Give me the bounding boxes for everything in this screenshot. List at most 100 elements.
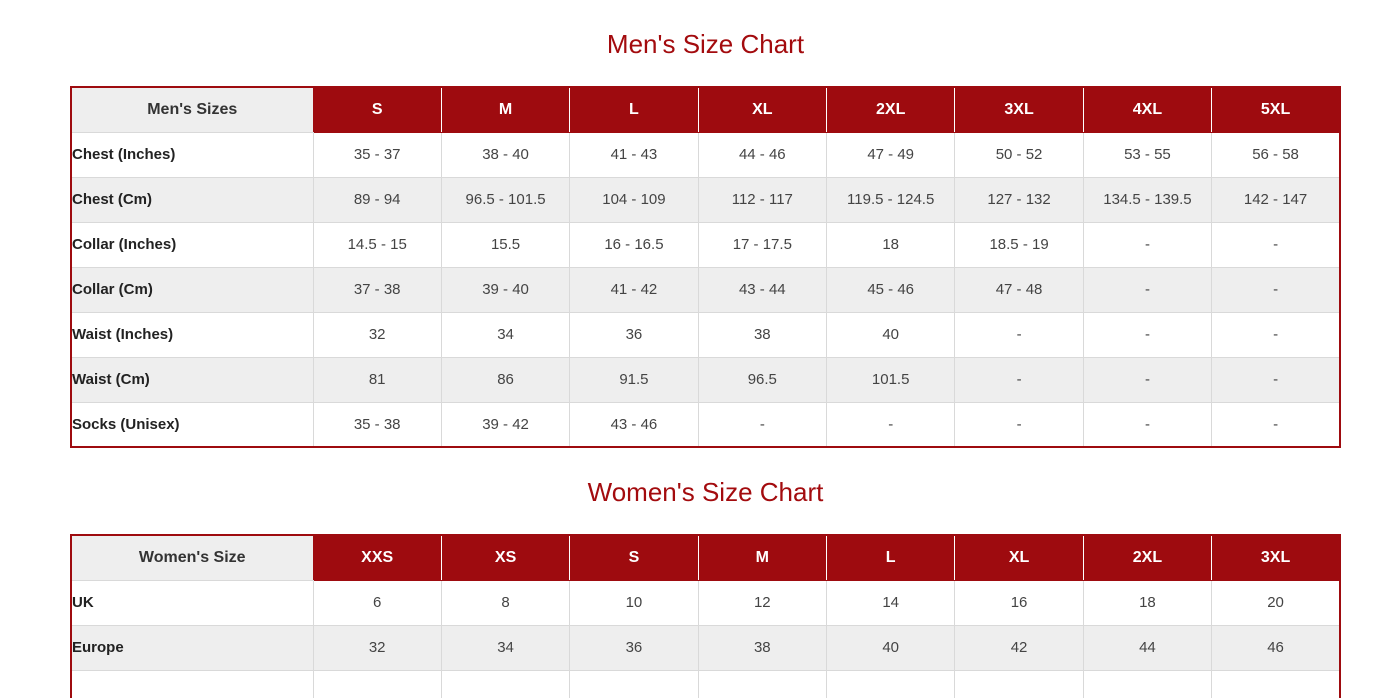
table-row: Collar (Cm) 37 - 38 39 - 40 41 - 42 43 - 44 4… xyxy=(70,266,1341,313)
size-value-cell: 41 - 43 xyxy=(569,131,699,178)
size-column-header: L xyxy=(569,86,699,133)
size-value-cell: 40 xyxy=(825,624,956,671)
size-value-cell: 43 - 44 xyxy=(697,266,828,313)
size-value-cell: 16 - 16.5 xyxy=(569,221,699,268)
size-value-cell: 142 - 147 xyxy=(1211,176,1341,223)
row-label-cell: UK xyxy=(70,579,314,626)
size-column-header: XL xyxy=(954,534,1084,581)
womens-chart-title: Women's Size Chart xyxy=(587,477,824,507)
size-value-cell: - xyxy=(1082,401,1213,448)
size-value-cell: 35 - 38 xyxy=(312,401,442,448)
row-label-cell: Chest (Inches) xyxy=(70,131,314,178)
size-value-cell: 38 xyxy=(697,311,828,358)
size-value-cell: 37 - 38 xyxy=(312,266,442,313)
corner-header-cell: Women's Size xyxy=(70,534,314,581)
size-value-cell: 32 xyxy=(312,624,442,671)
size-value-cell xyxy=(440,669,571,698)
mens-chart-title: Men's Size Chart xyxy=(606,29,805,59)
size-value-cell: 20 xyxy=(1211,579,1341,626)
size-value-cell: 14.5 - 15 xyxy=(312,221,442,268)
size-value-cell xyxy=(825,669,956,698)
size-value-cell: 56 - 58 xyxy=(1211,131,1341,178)
size-value-cell: 104 - 109 xyxy=(569,176,699,223)
size-value-cell: 18 xyxy=(1082,579,1213,626)
table-row: Europe 32 34 36 38 40 42 44 46 xyxy=(70,624,1341,671)
corner-header-cell: Men's Sizes xyxy=(70,86,314,133)
size-value-cell: 44 - 46 xyxy=(697,131,828,178)
size-value-cell: 10 xyxy=(569,579,699,626)
size-value-cell: 16 xyxy=(954,579,1084,626)
size-value-cell xyxy=(697,669,828,698)
row-label-cell: Waist (Cm) xyxy=(70,356,314,403)
size-value-cell: 119.5 - 124.5 xyxy=(825,176,956,223)
size-value-cell: - xyxy=(1211,401,1341,448)
womens-size-table: Women's Size XXS XS S M L XL 2XL 3XL UK 6 8 10 12 14 16… xyxy=(70,534,1341,698)
size-value-cell: 86 xyxy=(440,356,571,403)
size-value-cell: 47 - 48 xyxy=(954,266,1084,313)
row-label-cell: Socks (Unisex) xyxy=(70,401,314,448)
header-row: Women's Size XXS XS S M L XL 2XL 3XL xyxy=(70,534,1341,581)
size-value-cell: - xyxy=(1082,266,1213,313)
size-value-cell: - xyxy=(1211,266,1341,313)
table-row: UK 6 8 10 12 14 16 18 20 xyxy=(70,579,1341,626)
size-value-cell: 47 - 49 xyxy=(825,131,956,178)
size-value-cell: 101.5 xyxy=(825,356,956,403)
size-value-cell: - xyxy=(954,311,1084,358)
header-row: Men's Sizes S M L XL 2XL 3XL 4XL 5XL xyxy=(70,86,1341,133)
size-value-cell: 45 - 46 xyxy=(825,266,956,313)
size-value-cell: 40 xyxy=(825,311,956,358)
size-value-cell: 18.5 - 19 xyxy=(954,221,1084,268)
size-column-header: 3XL xyxy=(1211,534,1341,581)
size-value-cell: - xyxy=(697,401,828,448)
size-value-cell: 34 xyxy=(440,624,571,671)
size-value-cell: 38 - 40 xyxy=(440,131,571,178)
size-value-cell: 18 xyxy=(825,221,956,268)
row-label-cell xyxy=(70,669,314,698)
size-value-cell: - xyxy=(1211,311,1341,358)
row-label-cell: Collar (Inches) xyxy=(70,221,314,268)
size-value-cell: 81 xyxy=(312,356,442,403)
size-value-cell: - xyxy=(1082,356,1213,403)
table-row-clipped xyxy=(70,669,1341,698)
size-value-cell xyxy=(1211,669,1341,698)
table-row: Chest (Inches) 35 - 37 38 - 40 41 - 43 44 - … xyxy=(70,131,1341,178)
size-value-cell: - xyxy=(1211,221,1341,268)
size-value-cell: 8 xyxy=(440,579,571,626)
size-value-cell: 39 - 42 xyxy=(440,401,571,448)
size-value-cell: 42 xyxy=(954,624,1084,671)
size-value-cell: - xyxy=(1082,221,1213,268)
size-value-cell xyxy=(569,669,699,698)
size-value-cell: - xyxy=(1082,311,1213,358)
womens-size-chart-section: Women's Size Chart Women's Size XXS XS S M L X… xyxy=(70,477,1341,698)
size-value-cell: 39 - 40 xyxy=(440,266,571,313)
row-label-cell: Collar (Cm) xyxy=(70,266,314,313)
size-value-cell xyxy=(312,669,442,698)
size-value-cell: 6 xyxy=(312,579,442,626)
size-value-cell: 44 xyxy=(1082,624,1213,671)
mens-size-table: Men's Sizes S M L XL 2XL 3XL 4XL 5XL Chest (Inche… xyxy=(70,86,1341,448)
size-value-cell: 17 - 17.5 xyxy=(697,221,828,268)
row-label-cell: Chest (Cm) xyxy=(70,176,314,223)
size-value-cell: - xyxy=(825,401,956,448)
size-column-header: S xyxy=(312,86,442,133)
size-value-cell: - xyxy=(954,401,1084,448)
size-value-cell: 36 xyxy=(569,311,699,358)
size-value-cell: 32 xyxy=(312,311,442,358)
size-column-header: XS xyxy=(440,534,571,581)
size-value-cell: 96.5 xyxy=(697,356,828,403)
size-value-cell: 127 - 132 xyxy=(954,176,1084,223)
size-column-header: 3XL xyxy=(954,86,1084,133)
size-column-header: L xyxy=(825,534,956,581)
row-label-cell: Europe xyxy=(70,624,314,671)
size-value-cell: 38 xyxy=(697,624,828,671)
table-row: Waist (Inches) 32 34 36 38 40- - - xyxy=(70,311,1341,358)
size-column-header: 5XL xyxy=(1211,86,1341,133)
size-value-cell: 15.5 xyxy=(440,221,571,268)
table-row: Chest (Cm) 89 - 94 96.5 - 101.5 104 - 109 11… xyxy=(70,176,1341,223)
mens-size-chart-section: Men's Size Chart Men's Sizes S M L XL 2XL 3XL 4… xyxy=(70,29,1341,448)
table-row: Collar (Inches) 14.5 - 15 15.5 16 - 16.5 17 … xyxy=(70,221,1341,268)
size-column-header: S xyxy=(569,534,699,581)
size-column-header: M xyxy=(440,86,571,133)
size-value-cell: 50 - 52 xyxy=(954,131,1084,178)
size-value-cell xyxy=(1082,669,1213,698)
